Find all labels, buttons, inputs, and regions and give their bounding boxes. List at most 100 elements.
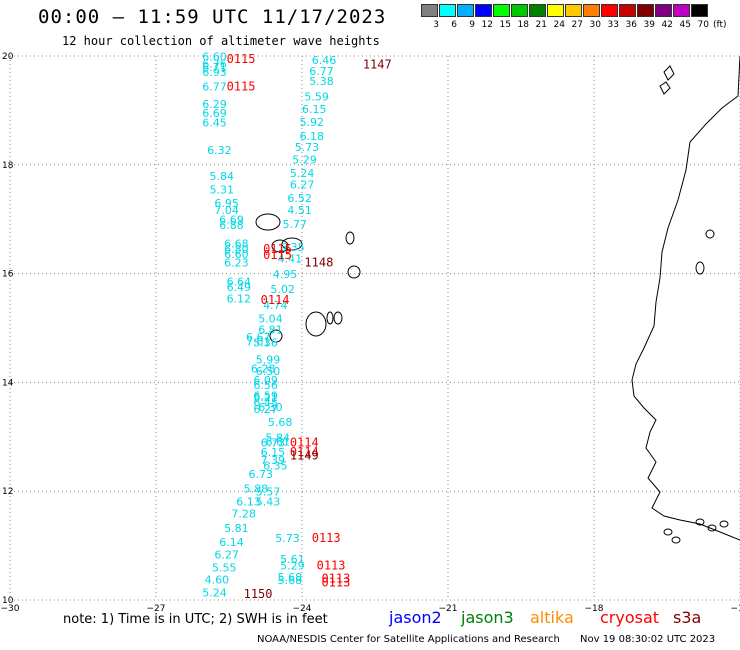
legend-swatch	[547, 4, 564, 17]
swh-value: 6.71	[202, 61, 227, 74]
swh-value: 6.56	[253, 379, 277, 392]
swh-value: 5.29	[280, 560, 305, 573]
pass-time-label: 1149	[290, 449, 319, 463]
pass-time-label: 0115	[227, 52, 256, 66]
swh-value: 6.46	[312, 54, 337, 67]
pass-time-label: 0113	[312, 531, 341, 545]
legend-label: 12	[481, 20, 493, 30]
legend-label: 45	[679, 20, 691, 30]
swh-value: 6.69	[202, 107, 227, 120]
legend-label: 36	[625, 20, 637, 30]
island-outline	[326, 311, 334, 325]
swh-value: 6.93	[202, 66, 227, 79]
swh-value: 5.68	[278, 574, 303, 587]
swh-value: 5.02	[270, 283, 295, 296]
swh-value: 5.61	[280, 553, 305, 566]
swh-value: 5.68	[268, 416, 293, 429]
swh-value: 5.59	[304, 91, 329, 104]
swh-value: 5.24	[290, 167, 315, 180]
swh-value: 6.15	[261, 446, 286, 459]
pass-time-label: 0115	[227, 79, 256, 93]
legend-label: 33	[607, 20, 619, 30]
swh-value: 6.60	[224, 248, 249, 261]
swh-value: 5.81	[224, 522, 249, 535]
swh-value: 4.95	[273, 268, 298, 281]
swh-value: 5.77	[283, 218, 308, 231]
legend-label: 30	[589, 20, 601, 30]
satellite-jason3: jason3	[461, 608, 514, 627]
legend-label: 70	[697, 20, 709, 30]
pass-time-label: 1148	[304, 256, 333, 270]
pass-time-label: 0114	[290, 445, 319, 459]
swh-value: 5.04	[258, 313, 283, 326]
swh-value: 6.49	[227, 281, 252, 294]
legend-label: 42	[661, 20, 673, 30]
swh-value: 5.73	[275, 532, 300, 545]
coastline	[631, 55, 740, 541]
swh-value: 5.55	[212, 562, 237, 575]
swh-value: 5.31	[210, 184, 235, 197]
legend-label: (ft)	[713, 20, 727, 30]
legend-swatch	[457, 4, 474, 17]
color-legend	[421, 4, 709, 17]
island-outline	[333, 311, 343, 325]
legend-label: 9	[469, 20, 475, 30]
lon-tick-label: −15	[731, 604, 740, 614]
island-outline	[347, 265, 361, 279]
swh-value: 6.52	[287, 192, 312, 205]
swh-value: 4.41	[278, 253, 303, 266]
legend-swatch	[601, 4, 618, 17]
swh-value: 6.21	[253, 391, 277, 404]
swh-value: 6.60	[202, 50, 227, 63]
generation-timestamp: Nov 19 08:30:02 UTC 2023	[580, 634, 716, 645]
swh-value: 6.14	[219, 536, 244, 549]
satellite-altika: altika	[530, 608, 574, 627]
swh-value: 6.69	[219, 214, 244, 227]
swh-value: 6.12	[227, 292, 252, 305]
swh-value: 4.60	[205, 574, 230, 587]
swh-value: 7.04	[214, 204, 239, 217]
legend-label: 21	[535, 20, 547, 30]
pass-time-label: 0114	[261, 293, 290, 307]
swh-value: 6.64	[227, 276, 252, 289]
lon-tick-label: −24	[293, 604, 312, 614]
page-subtitle: 12 hour collection of altimeter wave hei…	[62, 34, 380, 48]
legend-swatch	[673, 4, 690, 17]
legend-swatch	[511, 4, 528, 17]
lon-tick-label: −21	[439, 604, 458, 614]
legend-swatch	[439, 4, 456, 17]
swh-value: 6.76	[202, 57, 227, 70]
legend-swatch	[619, 4, 636, 17]
swh-value: 6.29	[202, 98, 227, 111]
credit-line: NOAA/NESDIS Center for Satellite Applica…	[257, 634, 560, 645]
swh-value: 6.32	[207, 144, 232, 157]
lat-tick-label: 14	[2, 378, 14, 388]
island-outline	[695, 261, 705, 275]
swh-value: 6.23	[224, 257, 249, 270]
island-outline	[663, 65, 675, 81]
swh-value: 5.84	[210, 170, 235, 183]
swh-value: 5.36	[253, 336, 277, 349]
legend-label: 18	[517, 20, 529, 30]
page-title: 00:00 – 11:59 UTC 11/17/2023	[38, 6, 387, 28]
swh-value: 6.73	[248, 468, 273, 481]
legend-swatch	[421, 4, 438, 17]
island-outline	[271, 239, 289, 253]
island-outline	[705, 229, 715, 239]
swh-value: 5.84	[266, 432, 291, 445]
legend-label: 27	[571, 20, 583, 30]
swh-value: 5.92	[300, 116, 325, 129]
island-outline	[707, 524, 717, 532]
legend-label: 3	[433, 20, 439, 30]
legend-swatch	[475, 4, 492, 17]
legend-swatch	[529, 4, 546, 17]
swh-value: 5.99	[256, 353, 281, 366]
lat-tick-label: 12	[2, 487, 13, 497]
swh-value: 6.88	[219, 219, 244, 232]
island-outline	[719, 520, 729, 528]
lon-tick-label: −27	[147, 604, 166, 614]
swh-value: 6.27	[214, 549, 239, 562]
swh-value: 6.45	[202, 117, 227, 130]
island-outline	[255, 213, 281, 231]
